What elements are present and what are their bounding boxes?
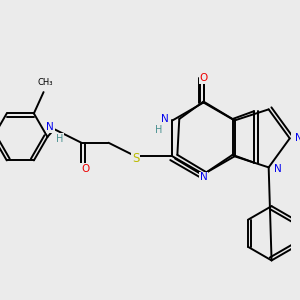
Text: H: H <box>155 125 163 135</box>
Text: CH₃: CH₃ <box>38 78 53 87</box>
Text: O: O <box>81 164 89 174</box>
Text: N: N <box>200 172 207 182</box>
Text: H: H <box>56 134 64 144</box>
Text: O: O <box>200 73 208 83</box>
Text: N: N <box>295 134 300 143</box>
Text: N: N <box>46 122 54 132</box>
Text: N: N <box>161 113 169 124</box>
Text: S: S <box>132 152 139 165</box>
Text: N: N <box>274 164 281 174</box>
